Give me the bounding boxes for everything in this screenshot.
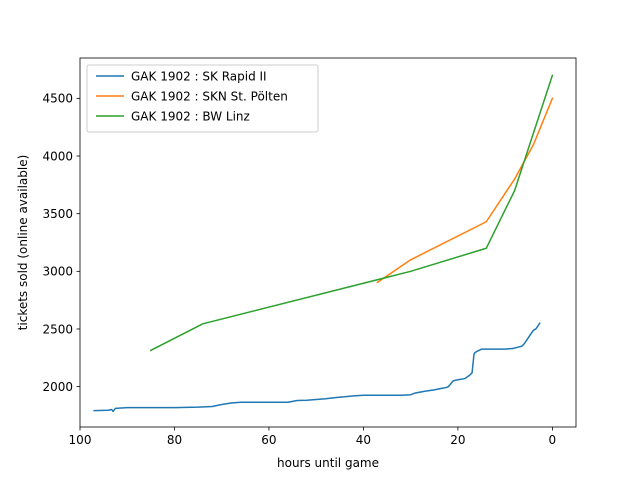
legend: GAK 1902 : SK Rapid II GAK 1902 : SKN St.… — [86, 64, 319, 133]
x-tick-label-3: 40 — [356, 433, 371, 447]
axes-frame — [79, 57, 577, 428]
x-axis-ticks: 100 80 60 40 20 0 — [69, 427, 557, 447]
legend-label-1: GAK 1902 : SKN St. Pölten — [131, 89, 288, 103]
y-axis-ticks: 2000 2500 3000 3500 4000 4500 — [42, 92, 80, 394]
y-tick-label-1: 2500 — [42, 322, 73, 336]
x-tick-label-0: 100 — [69, 433, 92, 447]
y-tick-label-0: 2000 — [42, 380, 73, 394]
legend-label-2: GAK 1902 : BW Linz — [131, 109, 250, 123]
plot-area — [79, 57, 577, 428]
y-tick-label-2: 3000 — [42, 265, 73, 279]
x-tick-label-4: 20 — [450, 433, 465, 447]
series-line-2 — [149, 74, 554, 352]
series-layer — [93, 74, 554, 413]
x-axis-label: hours until game — [277, 456, 379, 470]
x-tick-label-5: 0 — [549, 433, 557, 447]
y-axis-label: tickets sold (online available) — [16, 155, 30, 331]
y-tick-label-5: 4500 — [42, 92, 73, 106]
x-tick-label-2: 60 — [261, 433, 276, 447]
y-tick-label-4: 4000 — [42, 149, 73, 163]
x-tick-label-1: 80 — [167, 433, 182, 447]
series-line-0 — [93, 322, 541, 413]
y-tick-label-3: 3500 — [42, 207, 73, 221]
legend-box — [86, 64, 319, 133]
series-line-1 — [376, 97, 554, 284]
legend-label-0: GAK 1902 : SK Rapid II — [131, 69, 267, 83]
